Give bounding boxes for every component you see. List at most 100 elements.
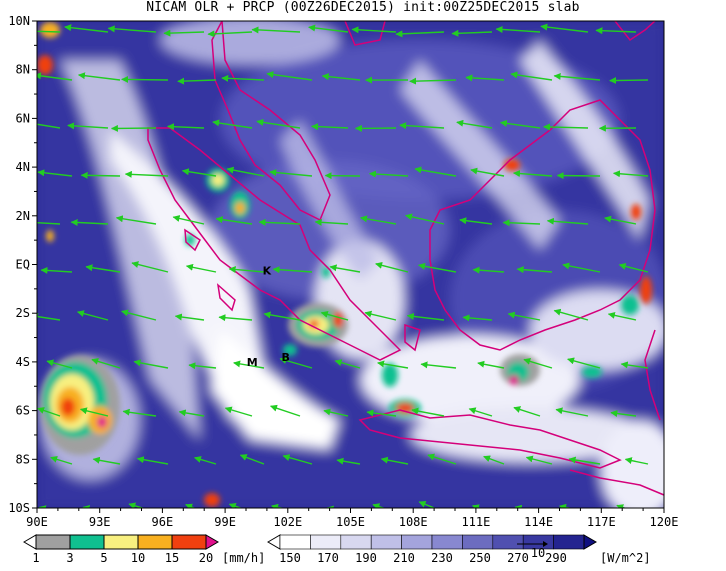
reference-wind-arrowhead (543, 541, 548, 547)
precip-colorbar: 1 3 5 10 15 20 [mm/h] (23, 534, 265, 565)
wind-arrow (128, 502, 145, 508)
precip-cb-units: [mm/h] (222, 551, 265, 565)
y-tick-label: 4N (16, 160, 30, 174)
wind-arrow (336, 457, 361, 465)
wind-arrow (510, 71, 553, 81)
wind-arrow (37, 313, 61, 321)
wind-arrow (124, 170, 169, 178)
wind-arrow (568, 456, 601, 465)
wind-arrow (228, 266, 265, 274)
olr-cb-label: 210 (393, 551, 415, 565)
wind-arrow (174, 313, 205, 321)
olr-field (37, 21, 664, 508)
wind-arrow (37, 407, 61, 417)
wind-arrow (263, 311, 301, 321)
coastlines (147, 21, 664, 496)
wind-arrow (567, 357, 601, 369)
wind-arrow (499, 119, 541, 129)
wind-arrow (613, 170, 649, 178)
y-tick-label: 10S (8, 501, 30, 515)
wind-arrow (80, 171, 121, 179)
wind-arrow (409, 77, 457, 85)
wind-arrow (269, 169, 313, 177)
y-tick-label: 2N (16, 209, 30, 223)
wind-arrow (37, 169, 73, 177)
wind-arrow (122, 408, 157, 417)
x-tick-label: 117E (587, 515, 616, 529)
wind-arrow (540, 23, 589, 33)
wind-arrow (562, 262, 601, 273)
wind-arrow (525, 455, 553, 465)
wind-arrow (91, 358, 121, 369)
olr-cb-label: 290 (545, 551, 567, 565)
olr-cb-units: [W/m^2] (600, 551, 651, 565)
olr-cb-label: 270 (507, 551, 529, 565)
x-tick-label: 90E (26, 515, 48, 529)
olr-shading (37, 21, 664, 508)
wind-arrow (465, 74, 505, 82)
wind-arrow (239, 454, 265, 465)
x-tick-label: 114E (524, 515, 553, 529)
olr-cb-label: 190 (355, 551, 377, 565)
wind-arrow (308, 24, 349, 33)
wind-arrow (418, 262, 457, 273)
wind-arrow (70, 218, 109, 226)
olr-cb-label: 170 (317, 551, 339, 565)
wind-arrow (193, 456, 217, 465)
y-tick-label: 4S (16, 355, 30, 369)
wind-arrow (375, 261, 409, 273)
wind-arrow (610, 410, 637, 417)
wind-arrow (555, 407, 589, 417)
y-tick-label: 6N (16, 111, 30, 125)
wind-arrow (320, 310, 349, 321)
wind-arrow (323, 408, 349, 417)
y-tick-label: 8N (16, 63, 30, 77)
wind-arrow (177, 77, 217, 85)
wind-arrow (314, 218, 349, 226)
wind-arrow (516, 266, 553, 274)
wind-arrow (178, 409, 205, 417)
olr-cb-swatch (370, 534, 402, 550)
precip-cb-label: 3 (66, 551, 73, 565)
olr-cb-swatch (340, 534, 372, 550)
wind-arrow (37, 30, 61, 33)
coastline-sulawesi (644, 329, 661, 421)
wind-arrow (456, 119, 493, 129)
wind-arrow (92, 456, 121, 465)
wind-arrow (607, 311, 637, 321)
wind-arrow (377, 360, 409, 369)
x-tick-label: 102E (273, 515, 302, 529)
wind-arrow (50, 456, 73, 465)
wind-arrow (411, 407, 445, 417)
wind-arrow (329, 264, 361, 273)
wind-arrow (462, 314, 493, 322)
precip-cb-label: 1 (32, 551, 39, 565)
station-markers: K M B (247, 265, 290, 369)
coastline-north-borneo (344, 21, 386, 46)
wind-arrow (226, 166, 265, 177)
wind-arrow (279, 357, 313, 369)
precip-cb-label: 20 (199, 551, 213, 565)
wind-arrow (483, 455, 505, 465)
wind-arrow (620, 361, 649, 369)
wind-arrow (553, 72, 601, 81)
wind-arrow (272, 266, 313, 274)
precip-cb-swatch (137, 534, 173, 550)
wind-arrow (418, 500, 437, 508)
wind-vectors (37, 23, 649, 508)
wind-arrow (427, 453, 457, 465)
olr-cb-label: 250 (469, 551, 491, 565)
wind-arrow (472, 266, 505, 274)
wind-arrow (79, 407, 109, 417)
precip-cb-swatch (103, 534, 139, 550)
olr-cb-label: 150 (279, 551, 301, 565)
wind-arrow (167, 123, 205, 131)
wind-arrow (372, 503, 386, 508)
coastline-borneo (429, 99, 656, 351)
wind-arrow (507, 311, 541, 321)
precip-field (37, 22, 652, 507)
x-tick-label: 105E (336, 515, 365, 529)
wind-arrow (85, 264, 121, 273)
wind-arrow (366, 409, 397, 417)
